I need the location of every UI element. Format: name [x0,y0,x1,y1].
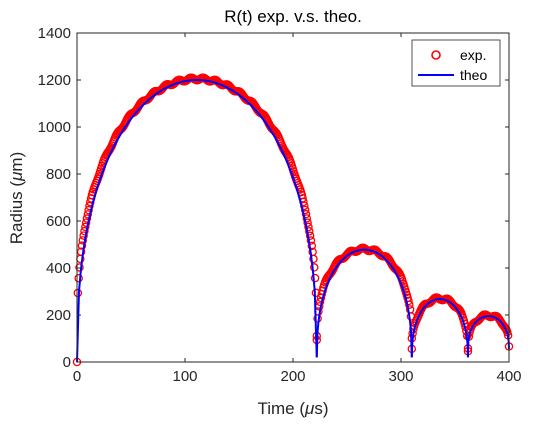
x-tick-label-4: 400 [496,368,521,385]
exp-point [78,236,88,245]
exp-point [84,205,93,215]
exp-point [83,210,93,219]
exp-point [73,288,83,298]
exp-point [303,218,312,227]
exp-point [309,254,318,264]
exp-point [404,296,413,306]
exp-point [302,214,312,223]
y-tick-label-7: 1400 [38,25,71,42]
exp-point [76,247,86,256]
exp-point [300,205,310,215]
y-tick-label-0: 0 [63,354,71,371]
legend: exp. theo [411,39,501,87]
exp-point [301,209,311,219]
x-axis-label: Time (μs) [257,399,328,418]
chart-title: R(t) exp. v.s. theo. [224,7,362,26]
exp-point [315,297,325,307]
y-tick-label-3: 600 [46,213,71,230]
axis-ticks: 0 100 200 300 400 0 200 400 600 800 1000 1200 1400 [38,25,522,385]
exp-point [305,231,315,241]
x-tick-label-0: 0 [73,368,81,385]
x-axis-label-main: Time ( [257,399,305,418]
exp-point [306,236,316,245]
x-axis-label-unit: s) [314,399,328,418]
x-tick-label-1: 100 [172,368,197,385]
exp-point [79,231,88,240]
x-tick-label-2: 200 [280,368,305,385]
exp-point [307,241,317,251]
y-tick-label-1: 200 [46,307,71,324]
y-tick-label-5: 1000 [38,119,71,136]
legend-exp-marker [431,50,441,60]
exp-point [305,227,314,236]
exp-point [81,218,91,227]
exp-point [310,273,320,283]
y-axis-label-main: Radius ( [7,181,26,245]
exp-point [82,214,92,223]
exp-point [77,241,87,250]
legend-box [411,39,501,87]
theo-curve-segment-2 [410,298,469,358]
y-axis-label: Radius (μm) [7,152,26,244]
exp-point [310,263,319,272]
y-axis-label-mu: μ [7,171,26,182]
y-tick-label-2: 400 [46,260,71,277]
y-axis-label-unit: m) [7,152,26,172]
exp-point [75,263,84,272]
exp-point [74,273,83,283]
legend-theo-label: theo [460,67,487,83]
x-axis-label-mu: μ [304,399,315,418]
plot-area [72,73,514,367]
exp-point [80,226,89,236]
exp-point [405,300,414,309]
exp-point [81,222,90,232]
exp-point [304,222,313,232]
theo-curve-segment-0 [76,78,318,363]
y-tick-label-4: 800 [46,166,71,183]
theo-curve-segment-3 [466,315,510,358]
theo-curve-segment-1 [315,248,413,358]
y-tick-label-6: 1200 [38,72,71,89]
legend-exp-label: exp. [460,47,486,63]
x-tick-label-3: 300 [388,368,413,385]
